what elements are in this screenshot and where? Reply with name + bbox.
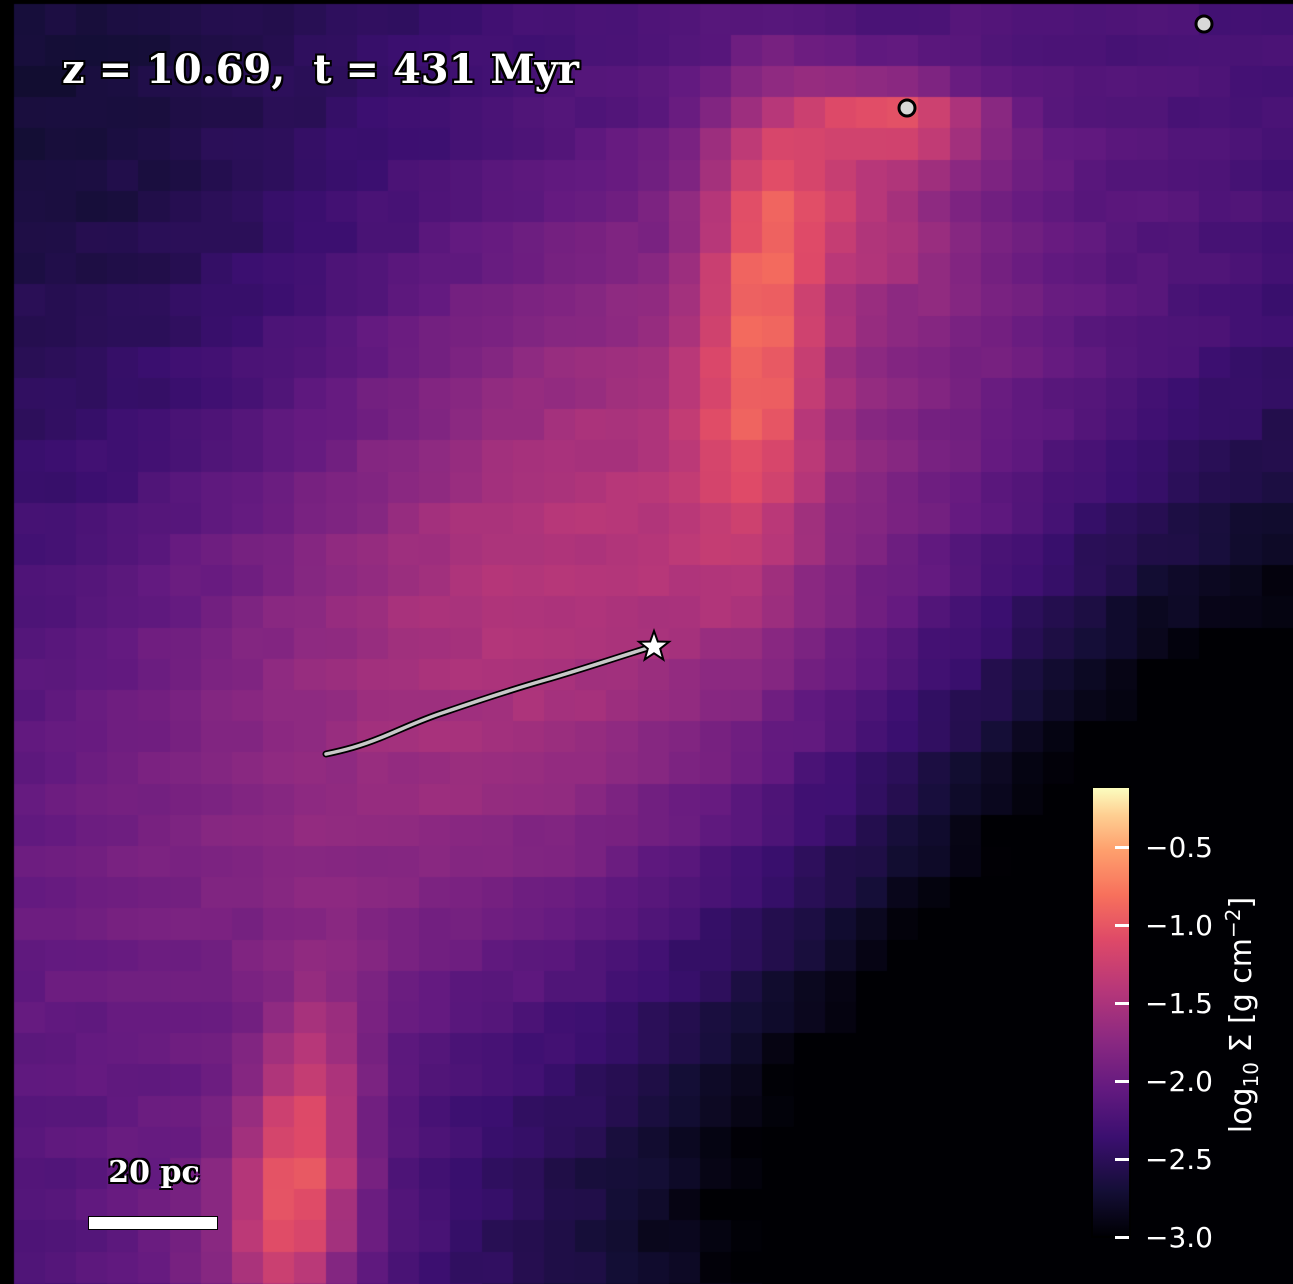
scale-bar [88, 1216, 218, 1230]
colorbar-label-log: log [1224, 1087, 1259, 1134]
colorbar-tick-label: −2.0 [1145, 1065, 1213, 1098]
colorbar [1091, 786, 1131, 1238]
scale-bar-label: 20 pc [108, 1155, 200, 1190]
colorbar-tick [1115, 1002, 1129, 1005]
colorbar-tick-label: −2.5 [1145, 1143, 1213, 1176]
colorbar-tick [1115, 1080, 1129, 1083]
colorbar-label-exp: −2 [1221, 908, 1245, 938]
colorbar-label-sub: 10 [1239, 1062, 1263, 1088]
colorbar-tick-label: −1.0 [1145, 909, 1213, 942]
colorbar-tick [1115, 1158, 1129, 1161]
redshift-time-label: z = 10.69, t = 431 Myr [62, 46, 579, 93]
colorbar-tick [1115, 924, 1129, 927]
colorbar-label-close: ] [1224, 896, 1259, 909]
colorbar-tick-label: −1.5 [1145, 987, 1213, 1020]
trajectory-trail-inner [324, 644, 656, 756]
colorbar-tick-label: −0.5 [1145, 831, 1213, 864]
colorbar-label-rest: Σ [g cm [1224, 937, 1259, 1063]
circle-marker-icon [1194, 14, 1214, 34]
star-icon [636, 628, 672, 662]
colorbar-tick-label: −3.0 [1145, 1221, 1213, 1254]
colorbar-tick [1115, 846, 1129, 849]
circle-marker-icon [897, 98, 917, 118]
colorbar-tick [1115, 1236, 1129, 1239]
colorbar-label: log10 Σ [g cm−2] [1221, 897, 1263, 1133]
